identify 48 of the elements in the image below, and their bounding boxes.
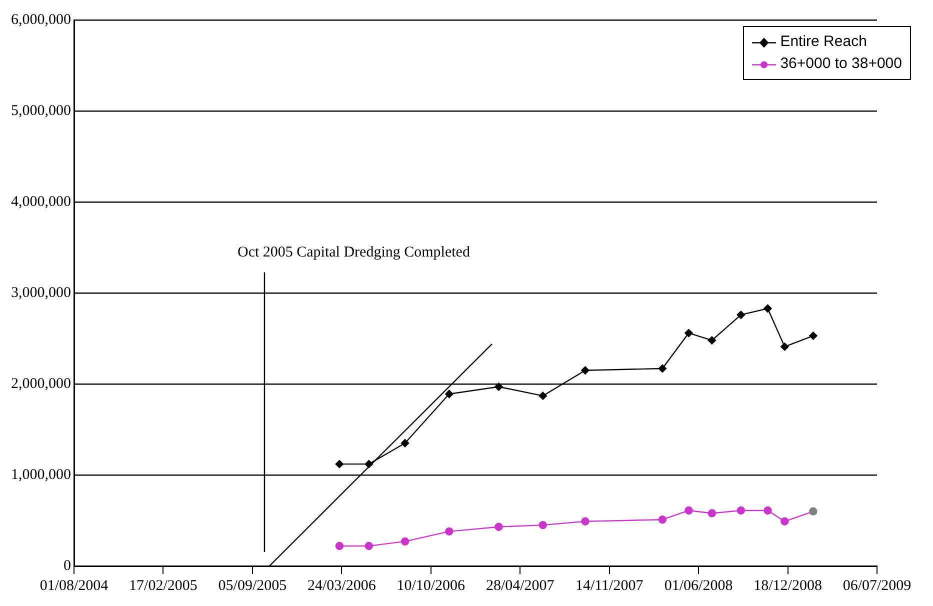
point [780, 517, 789, 526]
point [445, 390, 454, 398]
x-tick-label: 05/09/2005 [218, 578, 287, 594]
y-tick-label: 2,000,000 [11, 376, 71, 392]
point [400, 537, 410, 546]
point [335, 542, 344, 550]
point [764, 506, 772, 515]
point [538, 392, 547, 400]
y-tick-label: 5,000,000 [11, 102, 71, 119]
point [335, 460, 344, 468]
x-tick-label: 14/11/2007 [575, 578, 644, 594]
ref-line-label: Oct 2005 Capital Dredging Completed [237, 244, 470, 261]
x-tick-label: 10/10/2006 [396, 578, 466, 594]
y-tick-label: 3,000,000 [11, 284, 71, 301]
point [708, 336, 716, 344]
legend-label: Entire Reach [780, 33, 867, 50]
y-tick-label: 4,000,000 [11, 194, 71, 210]
point [684, 328, 693, 338]
point [364, 542, 373, 550]
y-tick-label: 0 [64, 558, 71, 574]
point [400, 439, 410, 448]
point [494, 522, 503, 531]
point [445, 527, 454, 536]
point [684, 506, 693, 515]
legend-label: 36+000 to 38+000 [780, 55, 902, 72]
point [780, 342, 789, 351]
point [538, 520, 547, 530]
y-tick-label: 1,000,000 [11, 466, 71, 483]
y-tick-label: 6,000,000 [11, 12, 71, 28]
point [658, 364, 667, 373]
x-tick-label: 01/08/2004 [40, 578, 109, 594]
point [809, 507, 818, 516]
x-tick-label: 28/04/2007 [486, 578, 555, 594]
x-tick-label: 06/07/2009 [842, 578, 912, 594]
x-tick-label: 18/12/2008 [754, 578, 822, 594]
x-tick-label: 24/03/2006 [307, 578, 376, 594]
point [736, 506, 746, 515]
point [764, 304, 772, 313]
point [364, 460, 373, 468]
point [708, 509, 716, 518]
point [736, 310, 746, 319]
point [581, 366, 590, 374]
point [581, 517, 590, 526]
point [658, 515, 667, 524]
point [494, 382, 503, 391]
point [809, 332, 818, 340]
x-tick-label: 17/02/2005 [129, 578, 198, 594]
x-tick-label: 01/06/2008 [664, 578, 733, 594]
